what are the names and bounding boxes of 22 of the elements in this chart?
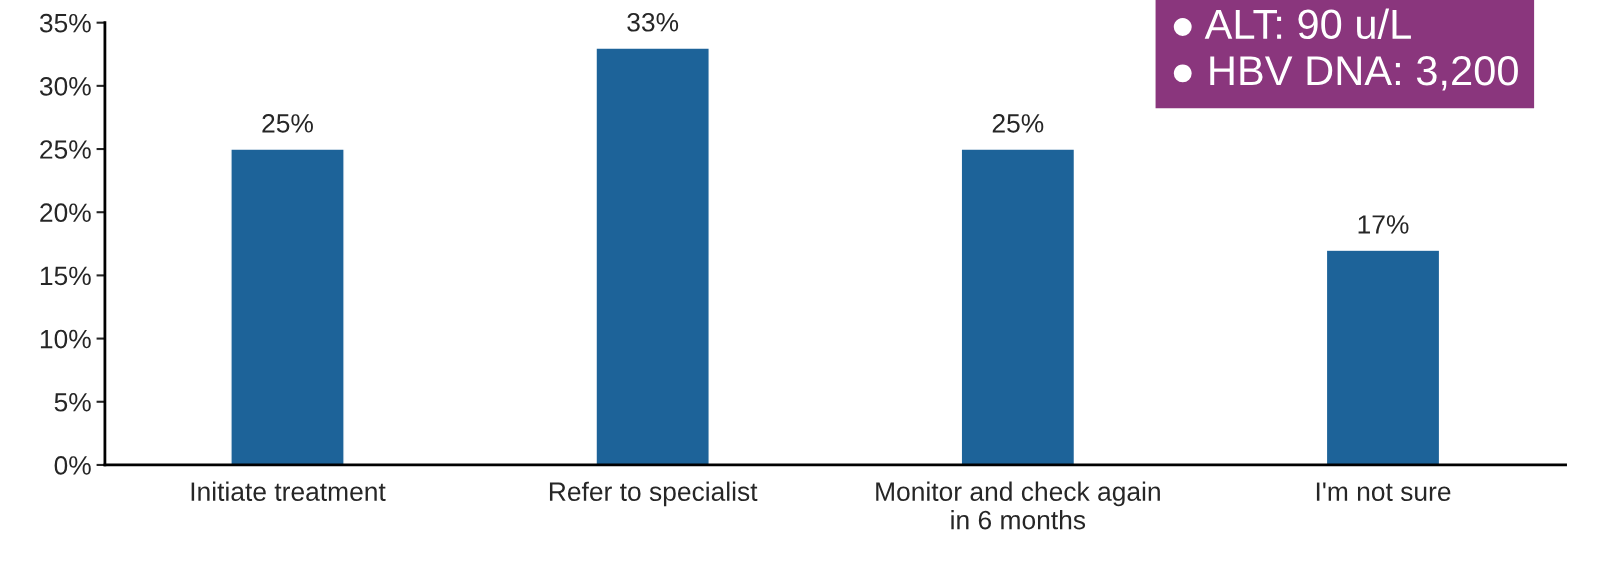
x-tick-label: Initiate treatment	[191, 481, 386, 501]
y-tick-label: 10%	[40, 329, 91, 349]
y-tick-label: 30%	[39, 76, 91, 96]
y-tick-label: 35%	[39, 13, 91, 33]
data-label: 25%	[262, 114, 313, 133]
y-tick-label: 25%	[40, 140, 91, 159]
y-tick-label: 20%	[40, 203, 91, 223]
data-label: 25%	[992, 114, 1044, 133]
y-tick-label: 5%	[54, 393, 91, 412]
bar	[960, 148, 1076, 465]
data-label: 33%	[627, 12, 679, 32]
bar	[1325, 249, 1441, 465]
bar	[595, 47, 710, 465]
annotation: ● HBV DNA: 3,200	[1173, 56, 1518, 91]
data-label: 17%	[1358, 215, 1409, 234]
y-tick-label: 0%	[54, 456, 91, 475]
x-tick-label: I'm not sure	[1316, 482, 1451, 501]
y-tick-label: 15%	[40, 266, 91, 286]
annotation: ● ALT: 90 u/L	[1173, 8, 1411, 40]
bar	[230, 148, 345, 465]
x-tick-label: Monitor and check again in 6 months	[876, 481, 1160, 530]
x-tick-label: Refer to specialist	[549, 481, 758, 507]
